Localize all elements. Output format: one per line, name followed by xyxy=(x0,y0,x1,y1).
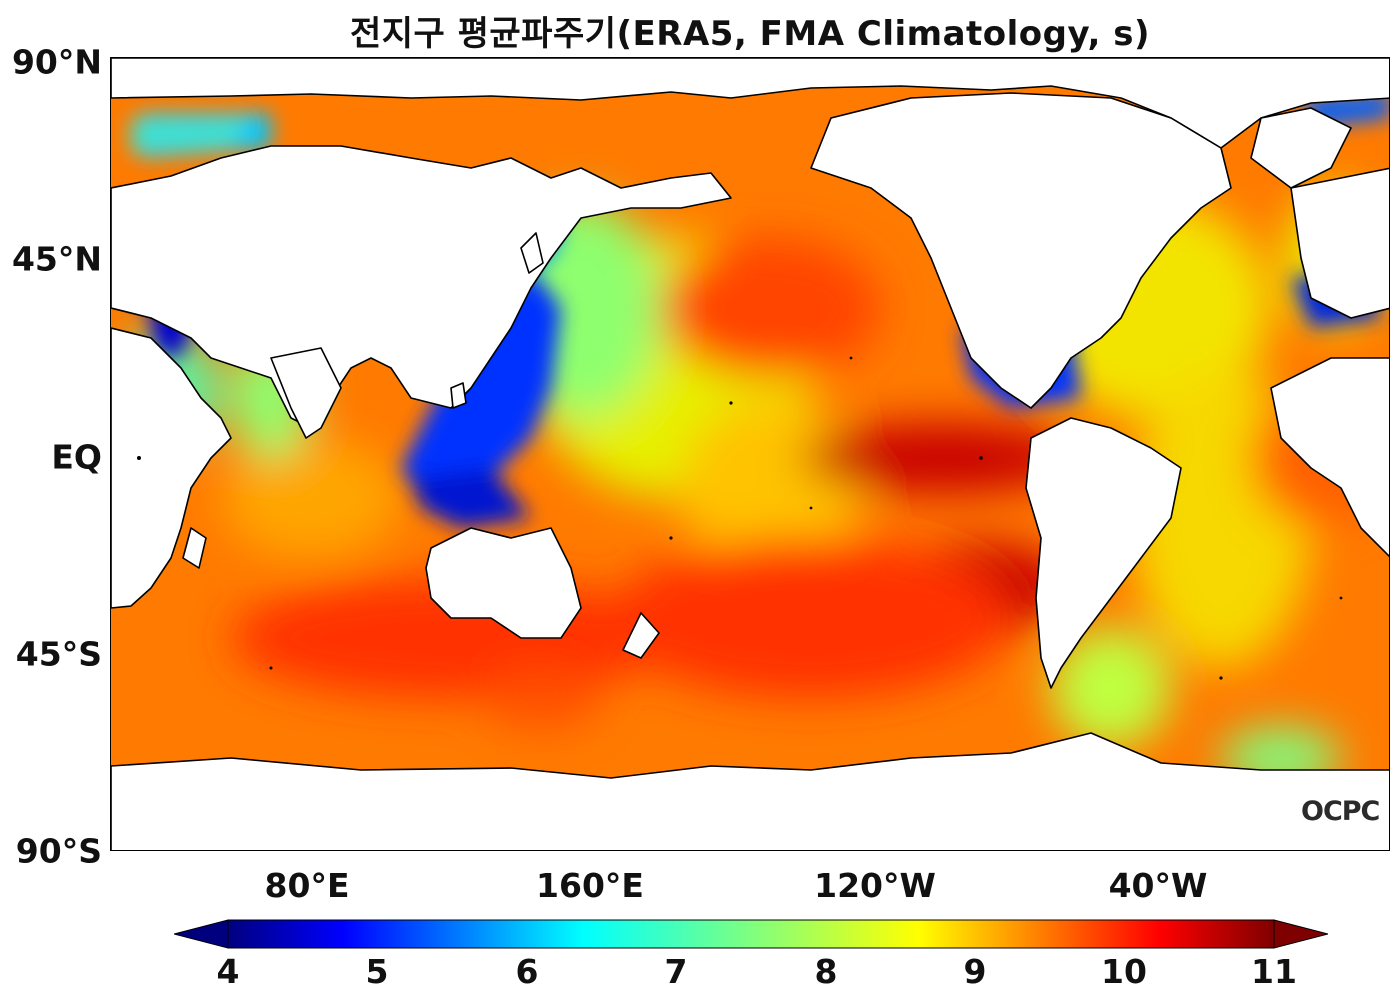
lon-label-80e: 80°E xyxy=(264,866,350,905)
newzealand-land xyxy=(622,612,660,659)
europe-land xyxy=(1290,167,1389,319)
colorbar-tick-6: 6 xyxy=(515,952,539,991)
lat-label-45n: 45°N xyxy=(11,239,102,279)
lat-label-90n: 90°N xyxy=(11,42,102,82)
colorbar-tick-5: 5 xyxy=(365,952,389,991)
islands xyxy=(137,356,1343,680)
colorbar xyxy=(174,919,1328,949)
africa-land xyxy=(111,327,232,609)
south-america-land xyxy=(1025,417,1182,689)
africa-east-land xyxy=(1270,357,1389,558)
lon-label-160e: 160°E xyxy=(536,866,644,905)
colorbar-tick-9: 9 xyxy=(963,952,987,991)
colorbar-tick-8: 8 xyxy=(814,952,838,991)
antarctica-land xyxy=(111,732,1389,850)
madagascar-land xyxy=(182,527,207,569)
japan-land xyxy=(520,232,544,274)
australia-land xyxy=(425,527,582,639)
philippines-land xyxy=(450,382,467,409)
greenland-land xyxy=(1250,107,1352,189)
lon-label-120w: 120°W xyxy=(814,866,936,905)
lon-label-40w: 40°W xyxy=(1108,866,1208,905)
colorbar-min-extend xyxy=(174,919,229,949)
lat-label-eq: EQ xyxy=(51,437,102,477)
map-plot-area: OCPC xyxy=(110,57,1390,851)
ocpc-watermark: OCPC xyxy=(1301,796,1380,827)
colorbar-tick-4: 4 xyxy=(216,952,240,991)
eurasia-land xyxy=(111,145,732,429)
lat-label-45s: 45°S xyxy=(15,634,102,674)
north-america-land xyxy=(810,92,1232,409)
colorbar-max-extend xyxy=(1273,919,1328,949)
land-masses xyxy=(111,58,1389,850)
colorbar-tick-7: 7 xyxy=(664,952,688,991)
lat-label-90s: 90°S xyxy=(15,831,102,871)
colorbar-tick-10: 10 xyxy=(1101,952,1147,991)
colorbar-gradient xyxy=(227,919,1275,949)
india-land xyxy=(270,347,342,439)
arctic-land xyxy=(111,58,1389,149)
colorbar-tick-11: 11 xyxy=(1251,952,1297,991)
wave-period-map xyxy=(111,58,1389,850)
map-title: 전지구 평균파주기(ERA5, FMA Climatology, s) xyxy=(349,14,1151,54)
